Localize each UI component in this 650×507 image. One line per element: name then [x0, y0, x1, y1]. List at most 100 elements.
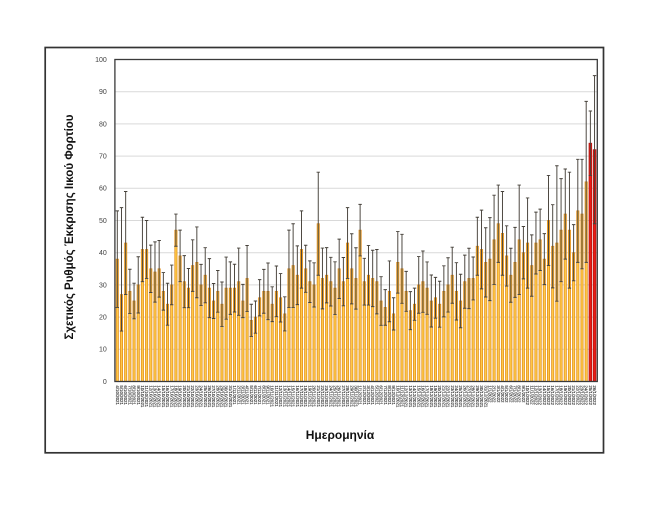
svg-text:26/12/2021: 26/12/2021: [462, 385, 467, 408]
svg-text:9/10/2021: 9/10/2021: [136, 385, 141, 405]
svg-text:31/10/2021: 31/10/2021: [228, 385, 233, 408]
svg-text:15/1/2022: 15/1/2022: [546, 385, 551, 405]
svg-text:10/11/2021: 10/11/2021: [270, 385, 275, 407]
svg-text:0: 0: [103, 379, 107, 386]
svg-text:6/12/2021: 6/12/2021: [379, 385, 384, 405]
svg-text:50: 50: [99, 218, 107, 225]
svg-text:20: 20: [99, 315, 107, 322]
svg-text:24/11/2021: 24/11/2021: [328, 385, 333, 407]
svg-text:13/10/2021: 13/10/2021: [153, 385, 158, 408]
svg-text:2/11/2021: 2/11/2021: [236, 385, 241, 405]
svg-text:4/11/2021: 4/11/2021: [245, 385, 250, 405]
svg-text:25/12/2021: 25/12/2021: [458, 385, 463, 408]
svg-text:22/1/2022: 22/1/2022: [575, 385, 580, 405]
svg-text:22/11/2021: 22/11/2021: [320, 385, 325, 407]
svg-text:16/11/2021: 16/11/2021: [295, 385, 300, 407]
svg-text:16/1/2022: 16/1/2022: [550, 385, 555, 405]
svg-text:8/12/2021: 8/12/2021: [387, 385, 392, 405]
svg-text:7/10/2021: 7/10/2021: [127, 385, 132, 405]
svg-text:4/12/2021: 4/12/2021: [370, 385, 375, 405]
svg-text:23/11/2021: 23/11/2021: [324, 385, 329, 407]
svg-text:16/10/2021: 16/10/2021: [165, 385, 170, 408]
svg-text:18/1/2022: 18/1/2022: [559, 385, 564, 405]
svg-text:10: 10: [99, 347, 107, 354]
svg-text:3/12/2021: 3/12/2021: [366, 385, 371, 405]
svg-text:24/12/2021: 24/12/2021: [454, 385, 459, 408]
svg-text:30/11/2021: 30/11/2021: [353, 385, 358, 407]
svg-text:15/11/2021: 15/11/2021: [291, 385, 296, 407]
svg-text:23/10/2021: 23/10/2021: [194, 385, 199, 408]
svg-text:20/10/2021: 20/10/2021: [182, 385, 187, 408]
svg-text:31/12/2021: 31/12/2021: [483, 385, 488, 408]
svg-text:5/11/2021: 5/11/2021: [249, 385, 254, 405]
svg-text:6/1/2022: 6/1/2022: [508, 385, 513, 403]
svg-text:30/10/2021: 30/10/2021: [224, 385, 229, 408]
svg-text:2/12/2021: 2/12/2021: [362, 385, 367, 405]
svg-text:60: 60: [99, 186, 107, 193]
svg-text:100: 100: [95, 57, 107, 64]
svg-text:26/1/2022: 26/1/2022: [592, 385, 597, 405]
svg-text:28/12/2021: 28/12/2021: [471, 385, 476, 408]
svg-text:18/10/2021: 18/10/2021: [173, 385, 178, 408]
svg-text:19/10/2021: 19/10/2021: [178, 385, 183, 408]
svg-text:21/11/2021: 21/11/2021: [316, 385, 321, 407]
svg-text:6/10/2021: 6/10/2021: [123, 385, 128, 405]
svg-text:15/10/2021: 15/10/2021: [161, 385, 166, 408]
svg-text:80: 80: [99, 121, 107, 128]
svg-text:4/1/2022: 4/1/2022: [500, 385, 505, 403]
svg-text:7/1/2022: 7/1/2022: [513, 385, 518, 403]
svg-text:8/10/2021: 8/10/2021: [132, 385, 137, 405]
svg-text:13/11/2021: 13/11/2021: [282, 385, 287, 407]
svg-text:13/12/2021: 13/12/2021: [408, 385, 413, 408]
svg-text:11/11/2021: 11/11/2021: [274, 385, 279, 407]
svg-text:10/12/2021: 10/12/2021: [395, 385, 400, 408]
svg-text:12/11/2021: 12/11/2021: [278, 385, 283, 407]
svg-text:27/12/2021: 27/12/2021: [467, 385, 472, 408]
svg-text:16/12/2021: 16/12/2021: [420, 385, 425, 408]
svg-text:9/1/2022: 9/1/2022: [521, 385, 526, 403]
svg-text:2/1/2022: 2/1/2022: [492, 385, 497, 403]
svg-text:7/12/2021: 7/12/2021: [383, 385, 388, 405]
svg-text:21/12/2021: 21/12/2021: [441, 385, 446, 408]
svg-text:3/11/2021: 3/11/2021: [240, 385, 245, 405]
svg-text:Ημερομηνία: Ημερομηνία: [306, 428, 375, 442]
svg-text:5/10/2021: 5/10/2021: [119, 385, 124, 405]
svg-text:Σχετικός Ρυθμός Έκκρισης Ιικού: Σχετικός Ρυθμός Έκκρισης Ιικού Φορτίου: [64, 114, 76, 339]
svg-text:26/11/2021: 26/11/2021: [337, 385, 342, 407]
svg-text:30/12/2021: 30/12/2021: [479, 385, 484, 408]
svg-text:17/11/2021: 17/11/2021: [299, 385, 304, 407]
svg-text:19/11/2021: 19/11/2021: [307, 385, 312, 407]
svg-text:8/11/2021: 8/11/2021: [261, 385, 266, 405]
svg-text:1/11/2021: 1/11/2021: [232, 385, 237, 405]
svg-text:10/1/2022: 10/1/2022: [525, 385, 530, 405]
svg-text:11/1/2022: 11/1/2022: [529, 385, 534, 405]
svg-text:17/1/2022: 17/1/2022: [554, 385, 559, 405]
svg-text:14/11/2021: 14/11/2021: [287, 385, 292, 407]
svg-text:19/12/2021: 19/12/2021: [433, 385, 438, 408]
svg-text:17/12/2021: 17/12/2021: [425, 385, 430, 408]
svg-text:28/11/2021: 28/11/2021: [345, 385, 350, 407]
svg-text:20/12/2021: 20/12/2021: [437, 385, 442, 408]
svg-text:27/10/2021: 27/10/2021: [211, 385, 216, 408]
svg-text:25/1/2022: 25/1/2022: [588, 385, 593, 405]
svg-text:19/1/2022: 19/1/2022: [563, 385, 568, 405]
svg-text:7/11/2021: 7/11/2021: [257, 385, 262, 405]
svg-text:18/11/2021: 18/11/2021: [303, 385, 308, 407]
svg-text:22/12/2021: 22/12/2021: [446, 385, 451, 408]
svg-text:1/12/2021: 1/12/2021: [358, 385, 363, 405]
svg-text:29/10/2021: 29/10/2021: [220, 385, 225, 408]
svg-text:29/11/2021: 29/11/2021: [349, 385, 354, 407]
svg-text:20/1/2022: 20/1/2022: [567, 385, 572, 405]
svg-text:21/1/2022: 21/1/2022: [571, 385, 576, 405]
svg-text:70: 70: [99, 154, 107, 161]
svg-text:24/10/2021: 24/10/2021: [199, 385, 204, 408]
svg-text:90: 90: [99, 89, 107, 96]
svg-text:25/11/2021: 25/11/2021: [333, 385, 338, 407]
svg-text:5/1/2022: 5/1/2022: [504, 385, 509, 403]
svg-text:4/10/2021: 4/10/2021: [115, 385, 120, 405]
svg-text:11/12/2021: 11/12/2021: [400, 385, 405, 407]
svg-text:6/11/2021: 6/11/2021: [253, 385, 258, 405]
svg-text:12/10/2021: 12/10/2021: [148, 385, 153, 408]
svg-text:5/12/2021: 5/12/2021: [374, 385, 379, 405]
svg-text:8/1/2022: 8/1/2022: [517, 385, 522, 403]
